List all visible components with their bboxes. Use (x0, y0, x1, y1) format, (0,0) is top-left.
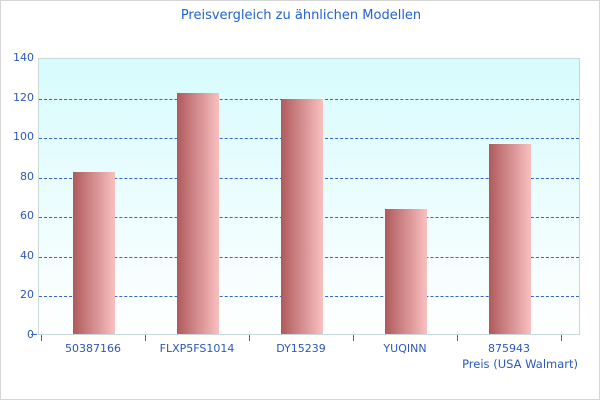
x-axis-tick (249, 335, 250, 341)
x-axis-tick (145, 335, 146, 341)
y-tick-label: 120 (13, 90, 34, 104)
plot-area (38, 58, 580, 335)
x-tick-label: FLXP5FS1014 (159, 342, 235, 355)
x-axis-title: Preis (USA Walmart) (462, 357, 578, 371)
bar (281, 99, 323, 334)
y-tick-label: 80 (20, 169, 34, 183)
x-axis-tick (41, 335, 42, 341)
bar (489, 144, 531, 334)
chart-title: Preisvergleich zu ähnlichen Modellen (180, 8, 422, 23)
bar (385, 209, 427, 334)
bar (177, 93, 219, 334)
y-tick-label: 100 (13, 130, 34, 144)
y-tick-label: 40 (20, 248, 34, 262)
x-axis-tick (457, 335, 458, 341)
y-tick-label: 20 (20, 288, 34, 302)
x-tick-label: DY15239 (276, 342, 326, 355)
x-tick-label: 875943 (488, 342, 530, 355)
x-tick-label: 50387166 (65, 342, 121, 355)
y-tick-label: 140 (13, 51, 34, 64)
y-tick-label: 60 (20, 209, 34, 223)
y-tick-label: 0 (1, 328, 34, 342)
bar (73, 172, 115, 334)
y-axis-zero-tick (31, 334, 37, 335)
x-axis-tick (353, 335, 354, 341)
x-tick-label: YUQINN (383, 342, 427, 355)
x-axis-tick (561, 335, 562, 341)
